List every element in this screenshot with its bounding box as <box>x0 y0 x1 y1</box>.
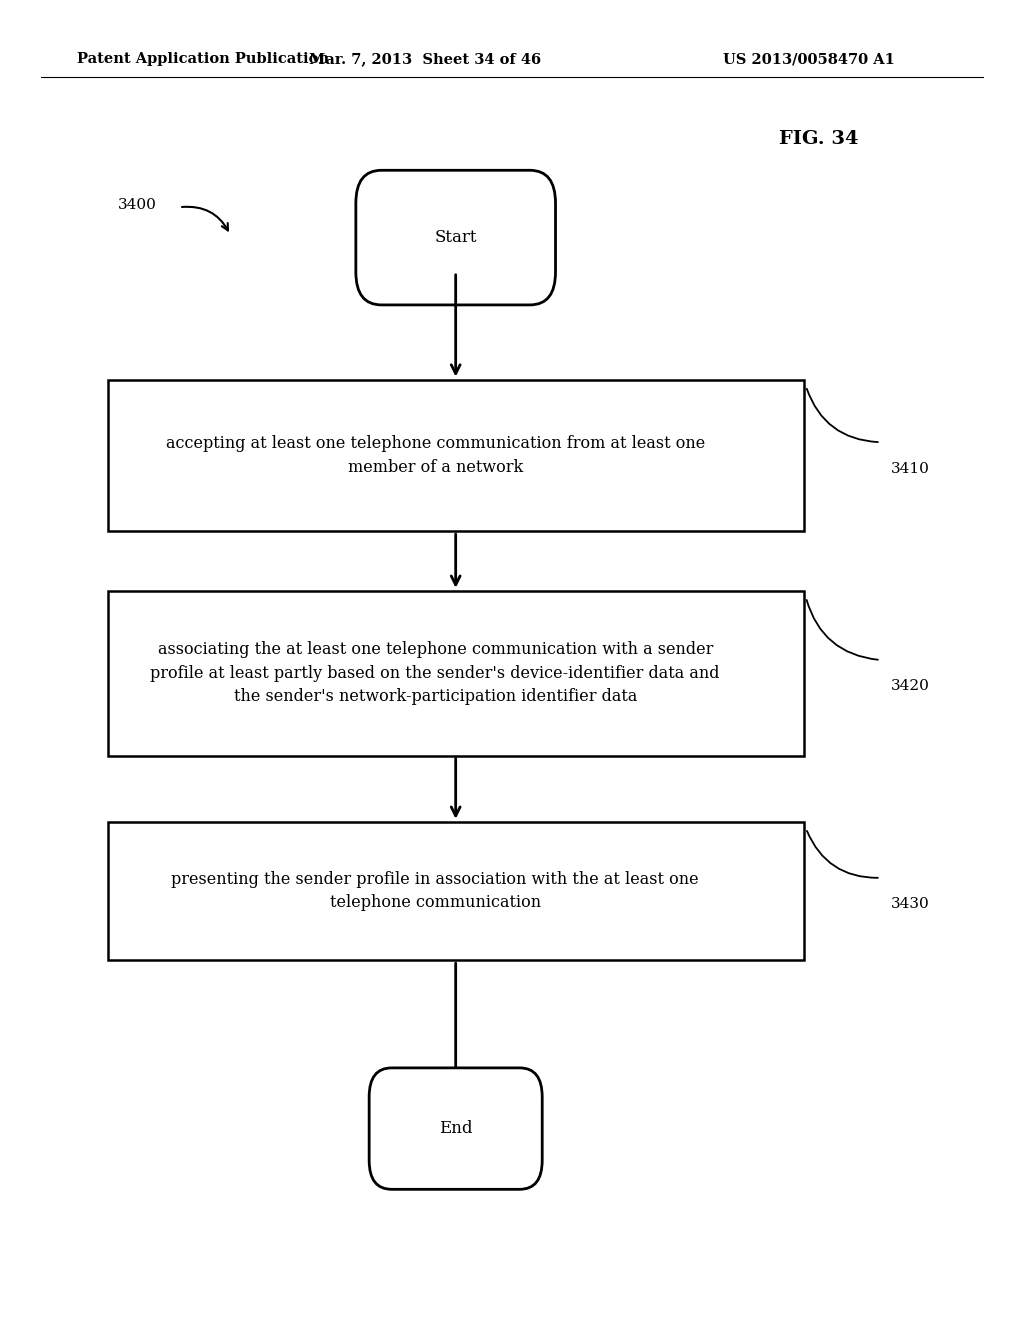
Bar <box>108 591 804 755</box>
Text: associating the at least one telephone communication with a sender
profile at le: associating the at least one telephone c… <box>151 642 720 705</box>
FancyBboxPatch shape <box>356 170 555 305</box>
Text: 3420: 3420 <box>891 680 930 693</box>
Text: Mar. 7, 2013  Sheet 34 of 46: Mar. 7, 2013 Sheet 34 of 46 <box>309 53 541 66</box>
Text: 3410: 3410 <box>891 462 930 475</box>
Text: 3430: 3430 <box>891 898 930 911</box>
Text: presenting the sender profile in association with the at least one
telephone com: presenting the sender profile in associa… <box>171 871 699 911</box>
FancyBboxPatch shape <box>369 1068 543 1189</box>
Text: Start: Start <box>434 230 477 246</box>
Text: FIG. 34: FIG. 34 <box>779 129 859 148</box>
Text: 3400: 3400 <box>118 198 157 211</box>
Text: accepting at least one telephone communication from at least one
member of a net: accepting at least one telephone communi… <box>166 436 705 475</box>
Text: End: End <box>439 1121 472 1137</box>
Text: Patent Application Publication: Patent Application Publication <box>77 53 329 66</box>
Bar <box>108 821 804 961</box>
Text: US 2013/0058470 A1: US 2013/0058470 A1 <box>723 53 895 66</box>
Bar <box>108 380 804 531</box>
